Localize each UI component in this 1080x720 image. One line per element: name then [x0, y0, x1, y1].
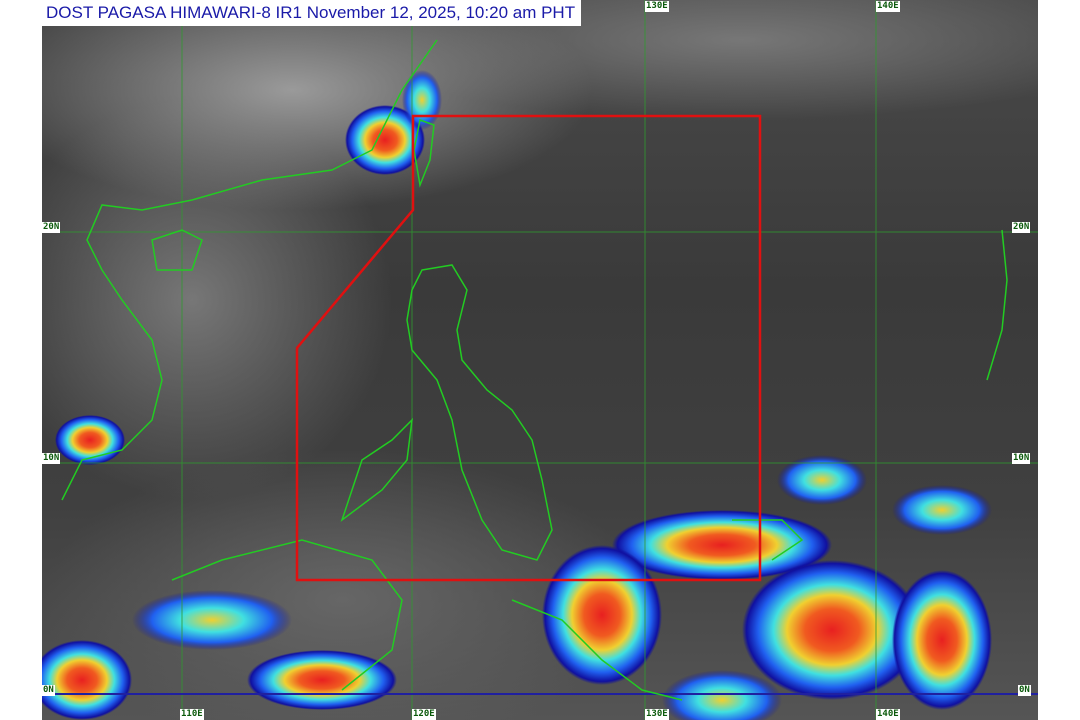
lat-label-0n-right: 0N — [1018, 685, 1031, 696]
lon-label-140e: 140E — [876, 709, 900, 720]
lon-label-130e-top: 130E — [645, 1, 669, 12]
lon-label-140e-top: 140E — [876, 1, 900, 12]
lon-label-130e: 130E — [645, 709, 669, 720]
lat-label-10n-right: 10N — [1012, 453, 1031, 464]
lon-label-110e: 110E — [180, 709, 204, 720]
lat-label-10n: 10N — [42, 453, 61, 464]
convection-clouds — [42, 70, 992, 720]
satellite-map — [42, 0, 1038, 720]
lat-label-20n: 20N — [42, 222, 61, 233]
lon-label-120e: 120E — [412, 709, 436, 720]
lat-label-20n-right: 20N — [1012, 222, 1031, 233]
coastlines — [61, 39, 1008, 701]
image-title: DOST PAGASA HIMAWARI-8 IR1 November 12, … — [42, 0, 582, 26]
lat-label-0n: 0N — [42, 685, 55, 696]
par-boundary — [295, 114, 762, 582]
map-overlay — [42, 0, 1038, 720]
